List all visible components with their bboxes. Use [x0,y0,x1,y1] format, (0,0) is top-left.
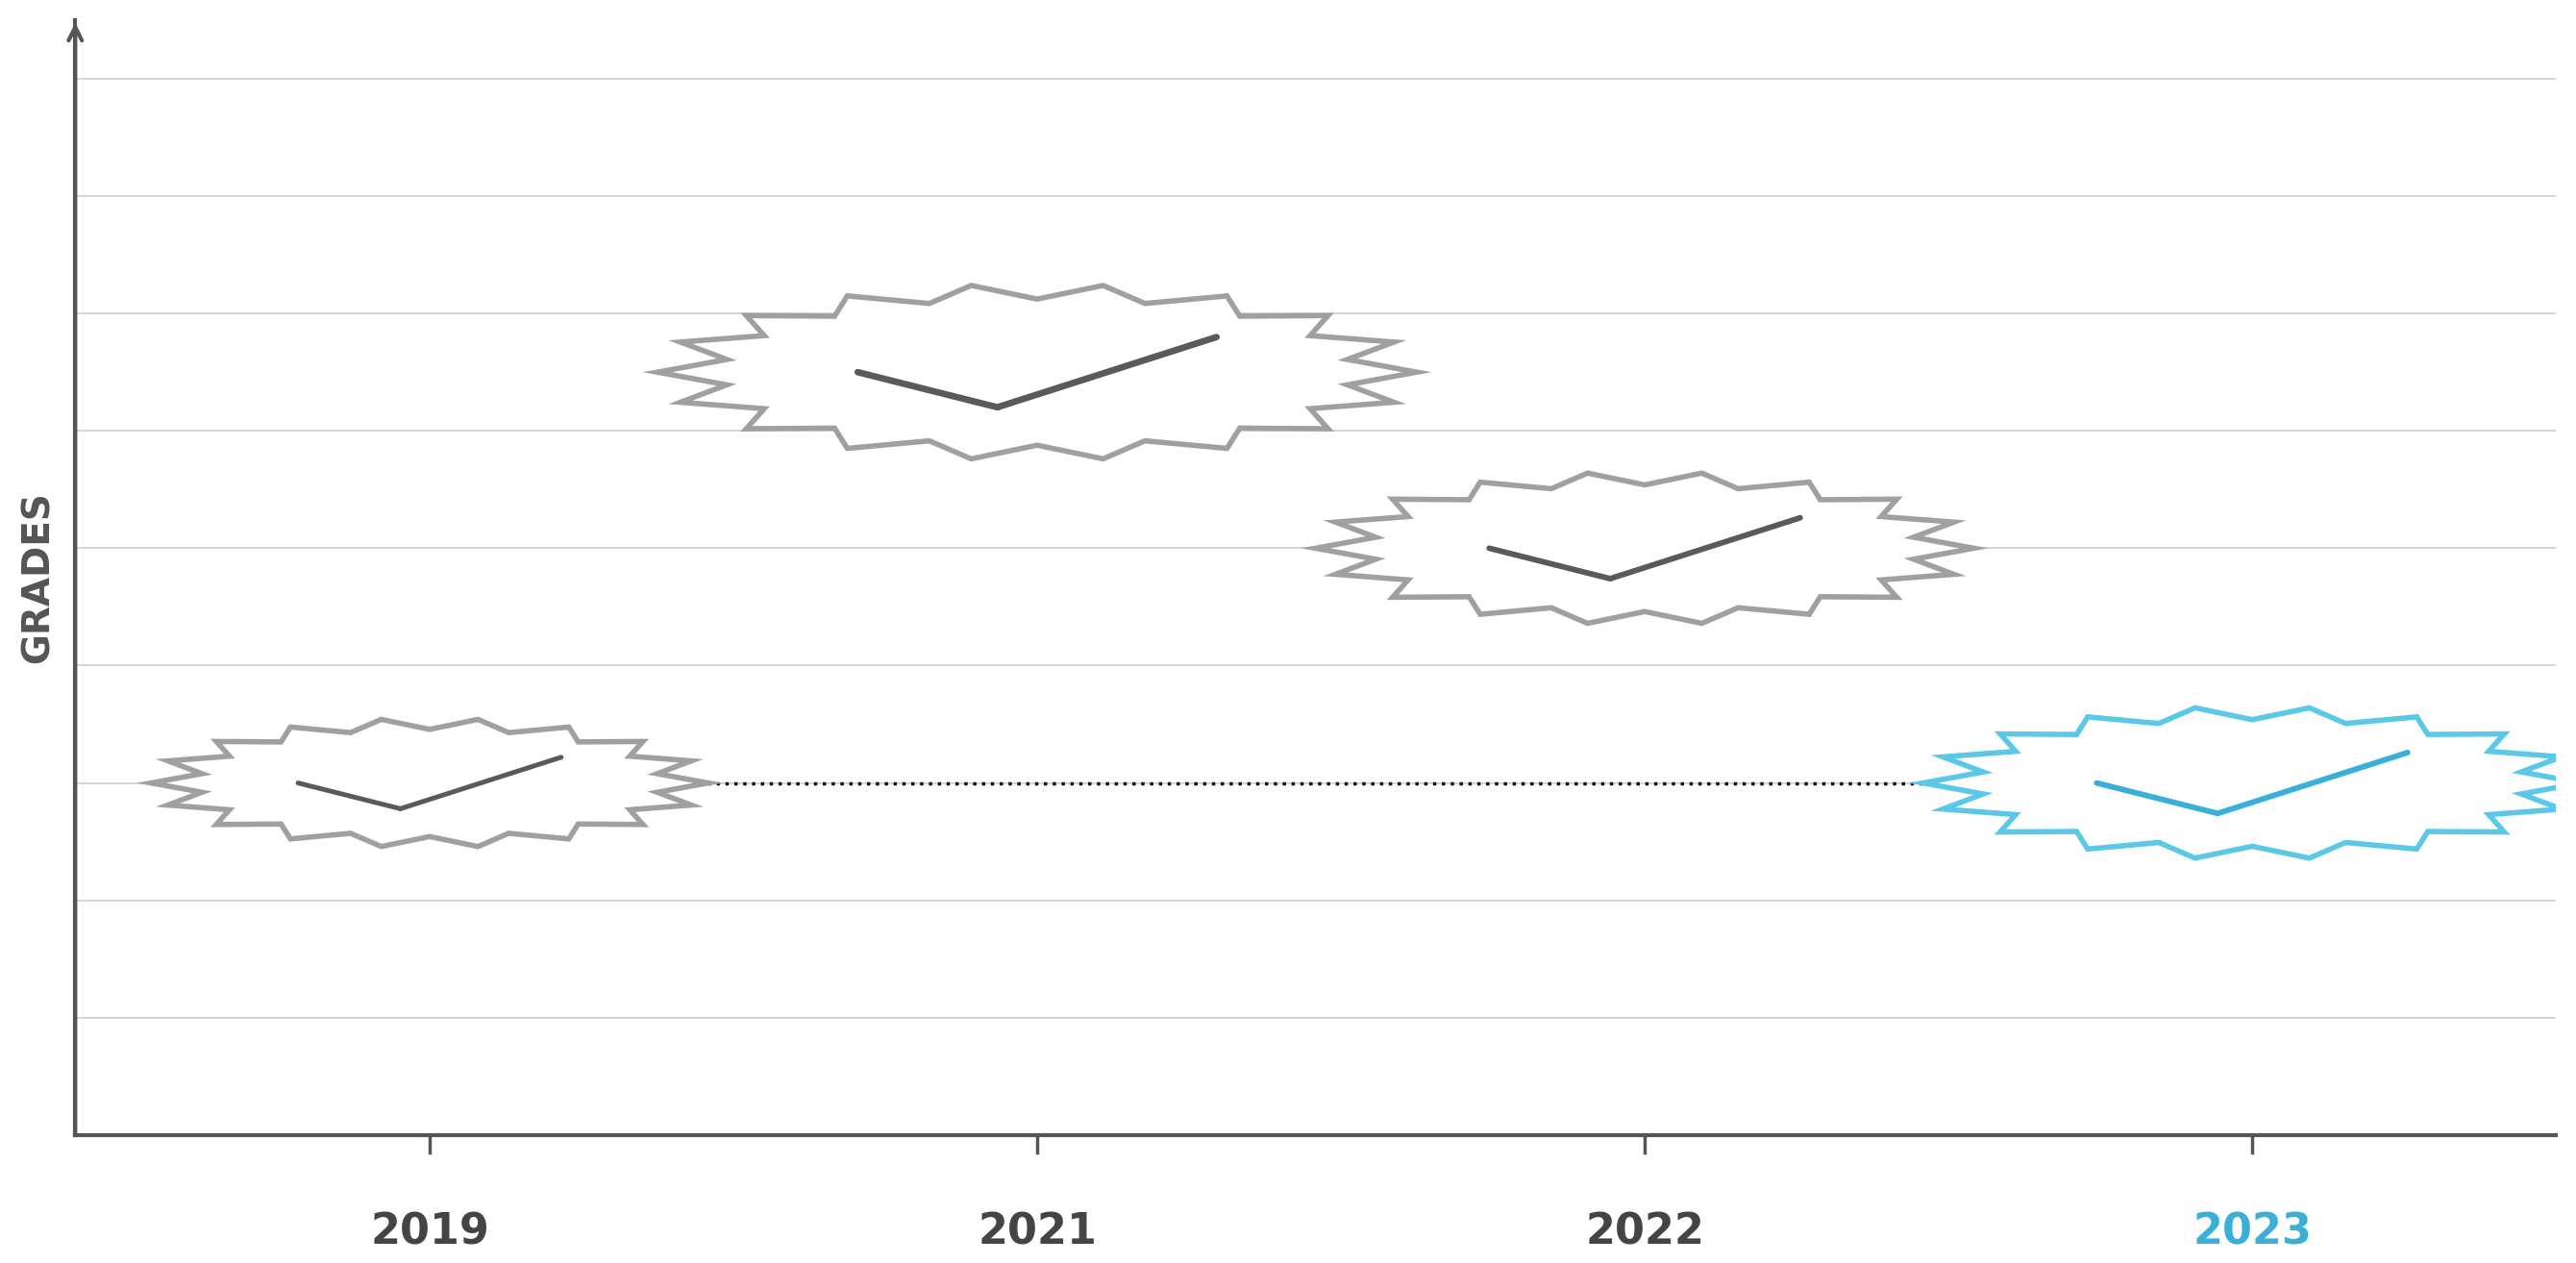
Polygon shape [1924,707,2576,858]
Polygon shape [152,720,708,846]
Text: 2021: 2021 [976,1211,1097,1253]
Text: 2022: 2022 [1584,1211,1705,1253]
Polygon shape [657,285,1417,458]
Text: 2019: 2019 [371,1211,489,1253]
Polygon shape [1316,474,1973,624]
Text: 2023: 2023 [2192,1211,2311,1253]
Y-axis label: GRADES: GRADES [21,491,57,663]
